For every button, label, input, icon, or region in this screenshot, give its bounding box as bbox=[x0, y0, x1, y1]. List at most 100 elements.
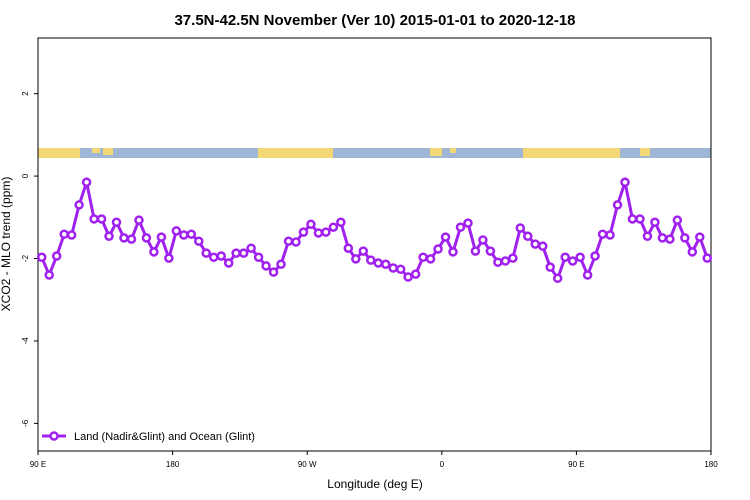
point bbox=[470, 246, 481, 256]
point bbox=[74, 200, 84, 210]
point bbox=[425, 254, 436, 264]
point bbox=[186, 229, 197, 239]
point bbox=[306, 219, 316, 230]
point bbox=[590, 251, 600, 261]
point bbox=[358, 246, 369, 256]
y-tick-label: -6 bbox=[21, 419, 30, 427]
point bbox=[575, 252, 585, 263]
point bbox=[523, 231, 533, 242]
point bbox=[223, 258, 234, 268]
point bbox=[627, 214, 638, 224]
point bbox=[508, 253, 518, 263]
x-tick-label: 180 bbox=[166, 460, 180, 469]
y-tick-label: 2 bbox=[21, 91, 30, 96]
point bbox=[515, 223, 526, 233]
chart-title: 37.5N-42.5N November (Ver 10) 2015-01-01… bbox=[174, 12, 575, 29]
point bbox=[463, 218, 473, 228]
point bbox=[238, 248, 249, 258]
point bbox=[179, 230, 189, 240]
point bbox=[298, 227, 309, 237]
point bbox=[328, 222, 339, 232]
point bbox=[433, 244, 443, 254]
point bbox=[164, 253, 174, 263]
point bbox=[695, 232, 705, 242]
point bbox=[96, 214, 107, 224]
point bbox=[268, 267, 279, 277]
point bbox=[208, 252, 219, 263]
point bbox=[366, 255, 376, 265]
point bbox=[530, 239, 541, 249]
point bbox=[66, 230, 77, 240]
point bbox=[605, 230, 615, 240]
point bbox=[702, 253, 713, 263]
point bbox=[276, 259, 286, 270]
x-tick-label: 90 E bbox=[568, 460, 584, 469]
point bbox=[672, 215, 683, 225]
point bbox=[44, 270, 54, 280]
x-axis-label: Longitude (deg E) bbox=[327, 477, 422, 491]
point bbox=[448, 247, 458, 257]
point bbox=[538, 241, 548, 251]
point bbox=[201, 248, 211, 258]
point bbox=[687, 247, 698, 257]
point bbox=[500, 256, 511, 266]
point bbox=[388, 263, 398, 273]
point bbox=[171, 226, 182, 236]
point bbox=[89, 214, 99, 224]
point bbox=[156, 232, 167, 242]
point bbox=[336, 217, 346, 227]
point bbox=[403, 272, 413, 282]
point bbox=[395, 264, 406, 274]
point bbox=[321, 227, 331, 237]
point bbox=[261, 261, 271, 271]
point bbox=[665, 234, 675, 244]
point bbox=[111, 217, 122, 227]
point bbox=[313, 228, 324, 238]
point bbox=[36, 252, 47, 263]
legend-marker bbox=[49, 431, 59, 441]
point bbox=[246, 243, 256, 253]
point bbox=[493, 257, 503, 267]
y-tick-label: 0 bbox=[21, 173, 30, 178]
point bbox=[283, 236, 294, 246]
legend-label: Land (Nadir&Glint) and Ocean (Glint) bbox=[74, 431, 255, 443]
y-tick-label: -2 bbox=[21, 254, 30, 262]
point bbox=[216, 251, 226, 261]
point bbox=[478, 235, 488, 245]
x-tick-label: 90 E bbox=[30, 460, 46, 469]
x-tick-label: 90 W bbox=[298, 460, 317, 469]
point bbox=[134, 215, 144, 225]
plot-frame bbox=[37, 37, 712, 452]
point bbox=[582, 270, 593, 280]
point bbox=[104, 231, 114, 242]
y-tick-label: -4 bbox=[21, 337, 30, 345]
land-ocean-strip bbox=[38, 148, 711, 158]
point bbox=[373, 258, 383, 268]
point bbox=[455, 222, 466, 232]
point bbox=[291, 237, 301, 247]
point bbox=[620, 177, 630, 188]
x-tick-label: 0 bbox=[440, 460, 445, 469]
point bbox=[81, 177, 92, 188]
point bbox=[59, 229, 69, 239]
point bbox=[612, 200, 623, 210]
point bbox=[119, 233, 129, 243]
x-tick-label: 180 bbox=[704, 460, 718, 469]
point bbox=[657, 233, 668, 243]
point bbox=[253, 252, 264, 263]
point bbox=[51, 251, 62, 261]
point bbox=[231, 248, 241, 258]
point bbox=[194, 236, 204, 246]
point bbox=[440, 232, 451, 242]
point bbox=[545, 262, 555, 272]
point bbox=[560, 252, 570, 263]
point bbox=[552, 273, 563, 284]
point bbox=[126, 234, 137, 244]
point bbox=[343, 243, 354, 253]
point bbox=[141, 233, 152, 243]
point bbox=[635, 214, 645, 224]
point bbox=[642, 231, 653, 242]
point bbox=[597, 229, 608, 239]
point bbox=[485, 246, 496, 256]
